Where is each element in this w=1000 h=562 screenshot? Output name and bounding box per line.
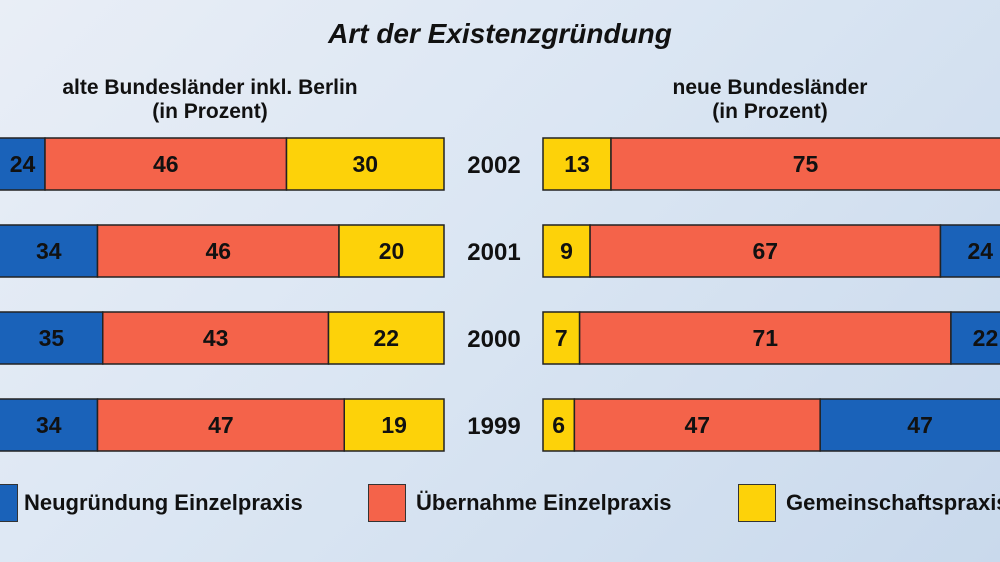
year-label: 2002 bbox=[467, 152, 520, 179]
legend-label-neugruendung: Neugründung Einzelpraxis bbox=[24, 490, 303, 515]
bar-value-label: 34 bbox=[36, 412, 62, 438]
bar-segment-neu-2001-uebernahme bbox=[589, 224, 942, 278]
bar-value-label: 43 bbox=[203, 325, 229, 351]
bar-value-label: 24 bbox=[967, 238, 993, 264]
year-label: 1999 bbox=[467, 413, 520, 440]
bar-segment-alt-1999-neugruendung bbox=[0, 398, 99, 452]
bar-segment-alt-2001-gemeinschaft bbox=[338, 224, 445, 278]
bar-segment-alt-2000-uebernahme bbox=[102, 311, 330, 365]
bar-segment-alt-1999-uebernahme bbox=[96, 398, 345, 452]
bar-value-label: 67 bbox=[752, 238, 778, 264]
bar-segment-neu-2002-uebernahme bbox=[610, 137, 1000, 191]
left-panel-title-line1: alte Bundesländer inkl. Berlin bbox=[62, 76, 358, 99]
bar-value-label: 47 bbox=[208, 412, 234, 438]
legend-label-gemeinschaft: Gemeinschaftspraxis bbox=[786, 490, 1000, 515]
bar-value-label: 19 bbox=[381, 412, 407, 438]
bar-value-label: 75 bbox=[793, 151, 819, 177]
left-panel-title: alte Bundesländer inkl. Berlin (in Proze… bbox=[40, 76, 380, 124]
legend: Neugründung Einzelpraxis Übernahme Einze… bbox=[0, 484, 1000, 524]
bar-segment-alt-2000-gemeinschaft bbox=[327, 311, 445, 365]
bar-value-label: 13 bbox=[564, 151, 590, 177]
bar-segment-neu-2000-uebernahme bbox=[578, 311, 952, 365]
bar-value-label: 7 bbox=[555, 325, 568, 351]
left-panel-title-line2: (in Prozent) bbox=[152, 100, 268, 123]
bar-segment-neu-2000-neugruendung bbox=[950, 311, 1000, 365]
bar-segment-alt-2002-gemeinschaft bbox=[285, 137, 445, 191]
year-label: 2001 bbox=[467, 239, 520, 266]
bar-segment-alt-2000-neugruendung bbox=[0, 311, 104, 365]
legend-swatch-uebernahme bbox=[368, 484, 406, 522]
bar-segment-alt-2001-uebernahme bbox=[96, 224, 340, 278]
bar-value-label: 24 bbox=[10, 151, 36, 177]
bar-value-label: 46 bbox=[205, 238, 231, 264]
bar-segment-neu-1999-uebernahme bbox=[573, 398, 821, 452]
bar-value-label: 20 bbox=[379, 238, 405, 264]
chart-title: Art der Existenzgründung bbox=[328, 18, 672, 49]
legend-swatch-neugruendung bbox=[0, 484, 18, 522]
legend-swatch-gemeinschaft bbox=[738, 484, 776, 522]
bar-value-label: 47 bbox=[907, 412, 933, 438]
legend-label-uebernahme: Übernahme Einzelpraxis bbox=[416, 490, 672, 515]
bar-value-label: 9 bbox=[560, 238, 573, 264]
bar-value-label: 22 bbox=[973, 325, 999, 351]
bar-value-label: 6 bbox=[552, 412, 565, 438]
bar-value-label: 30 bbox=[352, 151, 378, 177]
bar-value-label: 47 bbox=[684, 412, 710, 438]
bar-segment-neu-1999-neugruendung bbox=[819, 398, 1000, 452]
bar-value-label: 35 bbox=[39, 325, 65, 351]
bar-value-label: 46 bbox=[153, 151, 179, 177]
bar-segment-neu-2001-neugruendung bbox=[939, 224, 1000, 278]
bar-segment-neu-2001-gemeinschaft bbox=[542, 224, 591, 278]
right-panel-title-line2: (in Prozent) bbox=[712, 100, 828, 123]
year-label: 2000 bbox=[467, 326, 520, 353]
bar-value-label: 71 bbox=[752, 325, 778, 351]
bar-value-label: 34 bbox=[36, 238, 62, 264]
bar-segment-alt-1999-gemeinschaft bbox=[343, 398, 445, 452]
bar-value-label: 22 bbox=[373, 325, 399, 351]
right-panel-title: neue Bundesländer (in Prozent) bbox=[600, 76, 940, 124]
right-panel-title-line1: neue Bundesländer bbox=[672, 76, 868, 99]
